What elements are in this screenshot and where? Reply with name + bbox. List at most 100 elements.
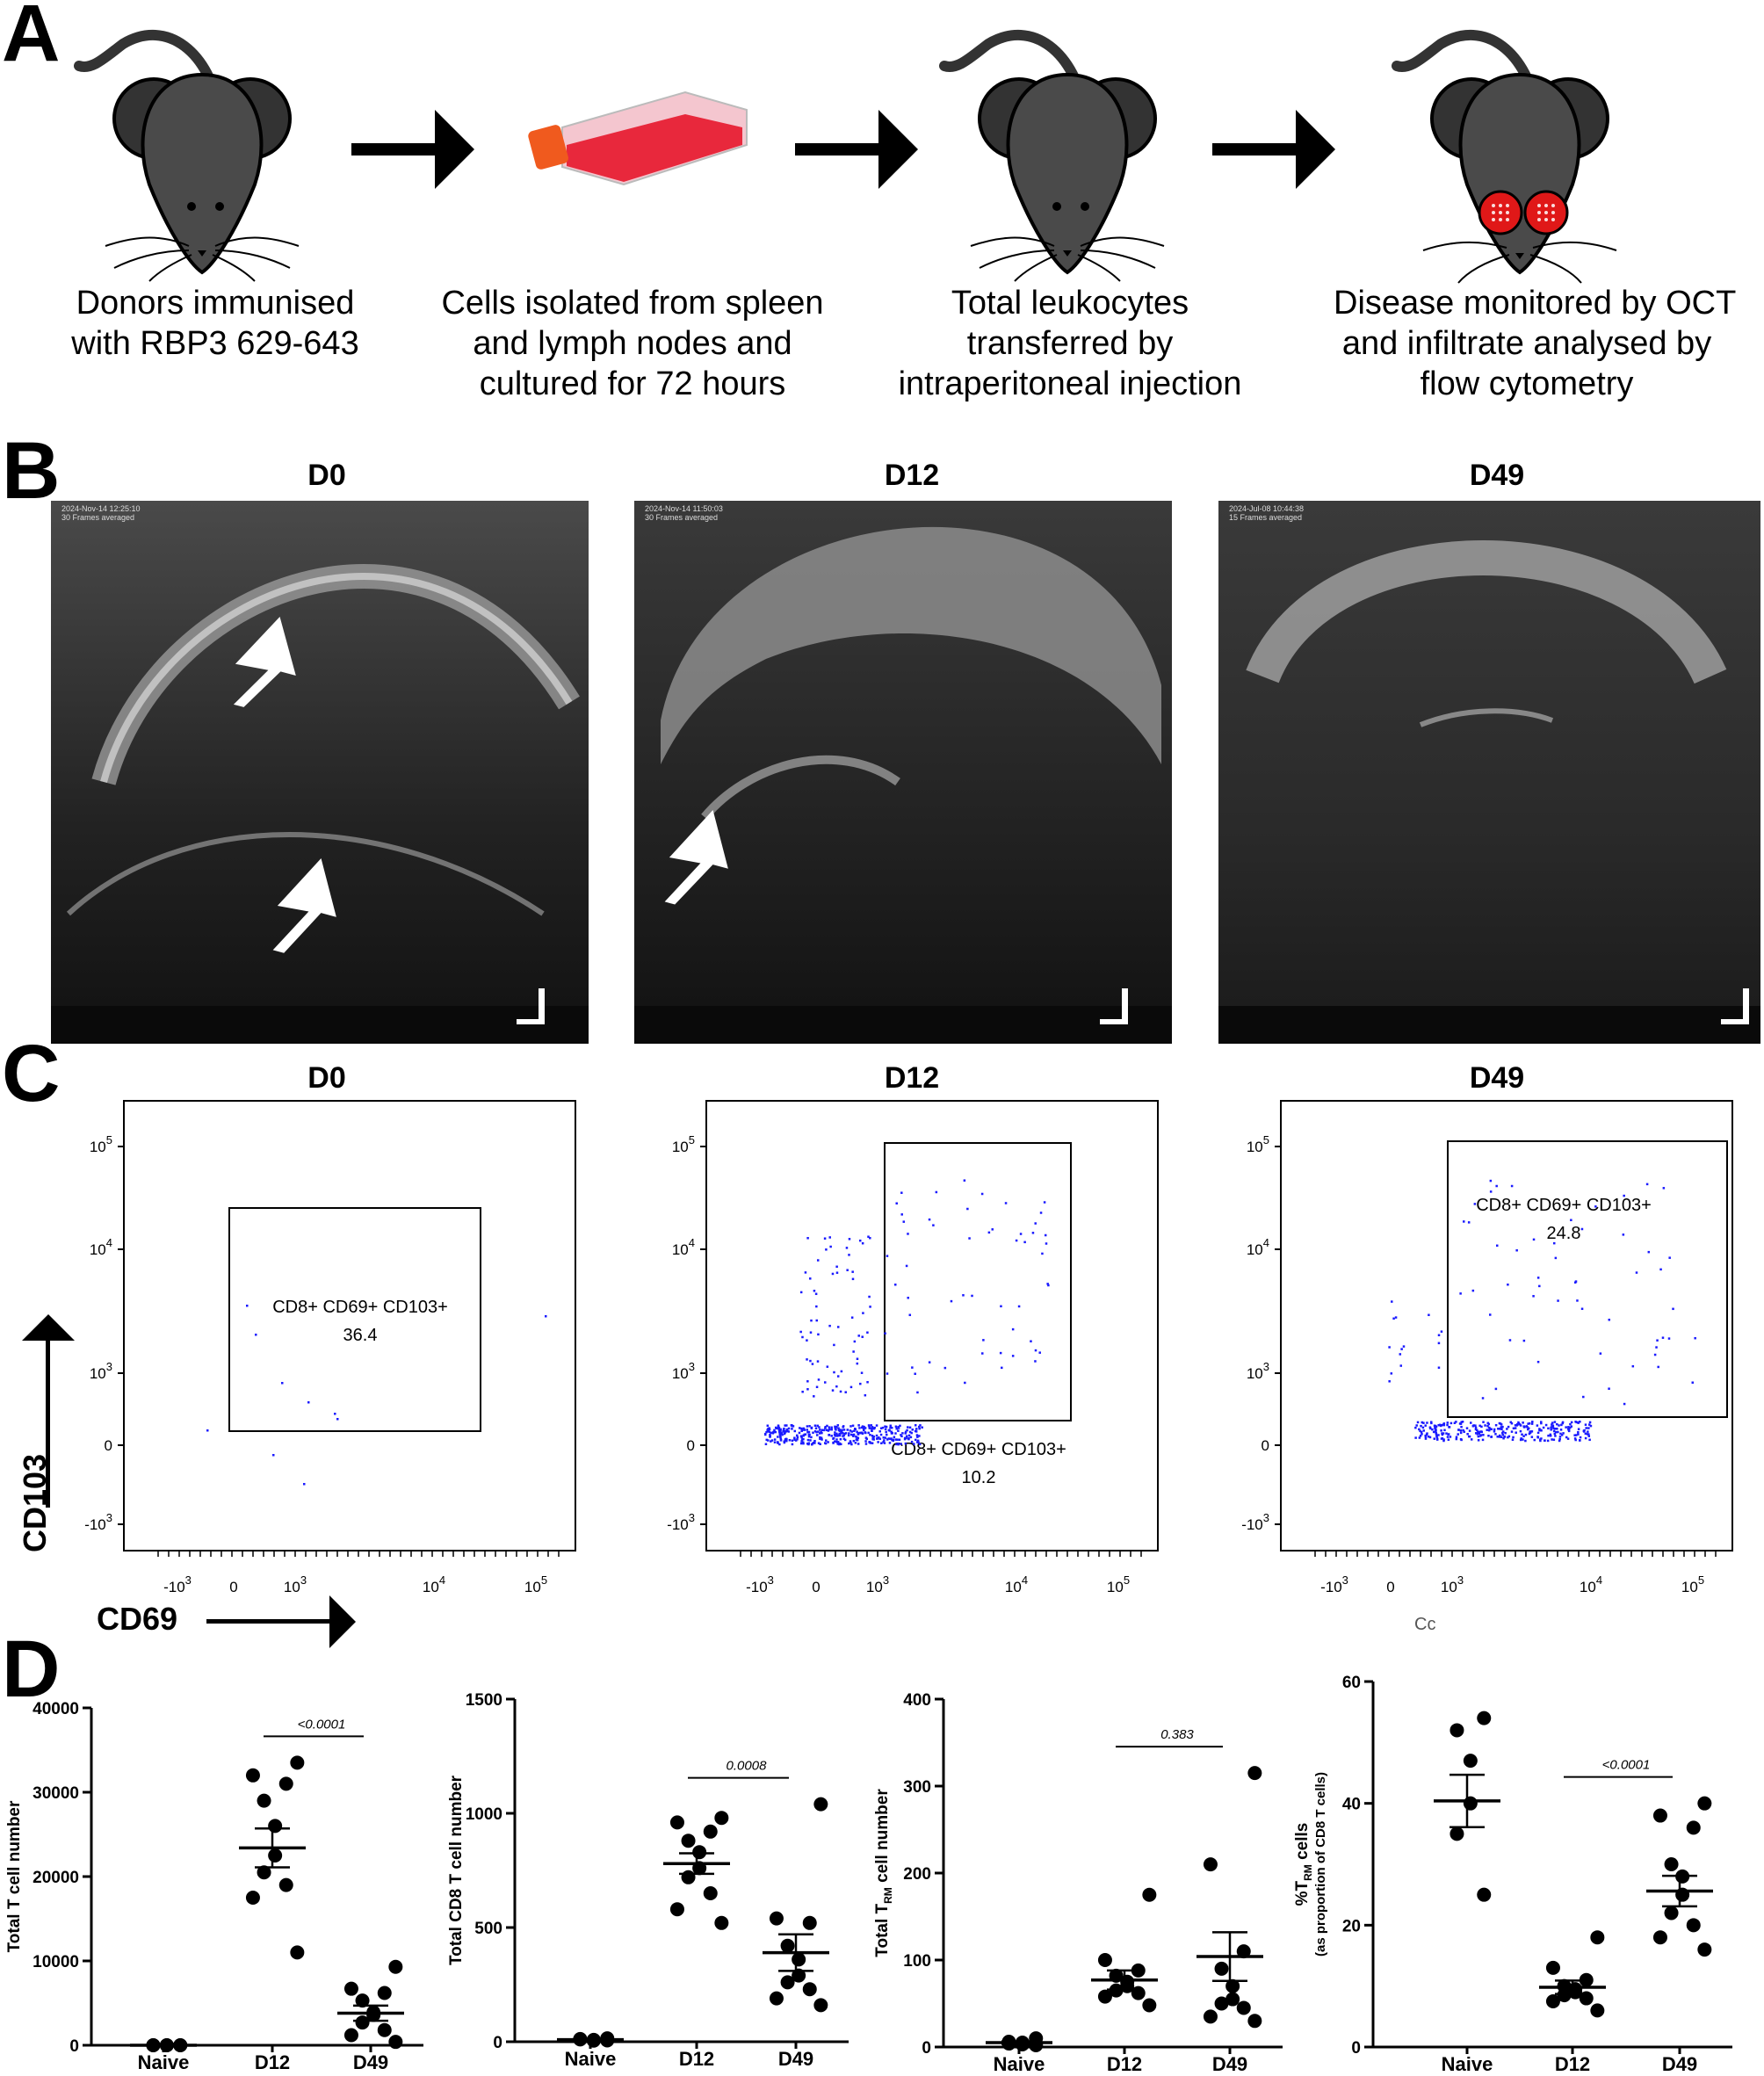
y-tick-label: 500 (474, 1920, 502, 1938)
data-point (703, 1886, 718, 1900)
category-label: D12 (255, 2051, 290, 2073)
data-point (1463, 1754, 1478, 1769)
data-point (388, 2035, 403, 2050)
data-point (1236, 2000, 1251, 2015)
data-point (1545, 1994, 1560, 2008)
flow-title-d0: D0 (307, 1061, 346, 1095)
y-axis-label: Total TRM cell number (873, 1789, 894, 1957)
y-tick-label: 200 (903, 1865, 931, 1884)
data-point (769, 1991, 784, 2006)
data-point (1590, 2003, 1605, 2018)
step-caption-1: Donors immunised with RBP3 629-643 (71, 285, 359, 362)
data-point (290, 1755, 305, 1770)
data-point (355, 2015, 370, 2030)
stray-axis-text: Cc (1414, 1615, 1436, 1634)
data-point (714, 1915, 729, 1930)
oct-image-d0: 2024-Nov-14 12:25:10 30 Frames averaged (51, 501, 589, 1044)
category-label: Naive (994, 2053, 1045, 2075)
category-label: Naive (1442, 2053, 1493, 2075)
oct-timestamp: 2024-Nov-14 11:50:03 30 Frames averaged (645, 504, 723, 522)
data-point (769, 1911, 784, 1926)
y-axis-label-text: %TRM cells (1293, 1823, 1314, 1906)
data-point (692, 1845, 707, 1860)
data-point (268, 1848, 283, 1863)
data-point (1142, 1998, 1157, 2013)
data-point (669, 1902, 684, 1917)
p-value-label: <0.0001 (1602, 1758, 1651, 1773)
data-point (1450, 1723, 1464, 1738)
data-point (1664, 1906, 1679, 1920)
data-point (377, 2022, 392, 2037)
data-point (1247, 1766, 1262, 1781)
oct-image-d12: 2024-Nov-14 11:50:03 30 Frames averaged (634, 501, 1172, 1044)
y-axis-label-text: Total T cell number (5, 1800, 24, 1952)
data-point (1477, 1887, 1492, 1902)
data-point (681, 1870, 696, 1884)
oct-title-d12: D12 (884, 459, 940, 492)
data-point (1697, 1796, 1712, 1811)
data-point (245, 1891, 260, 1905)
y-axis-label-text: Total CD8 T cell number (447, 1775, 466, 1965)
data-point (343, 2028, 358, 2043)
flow-plot-d49 (1280, 1100, 1733, 1552)
p-value-label: 0.383 (1160, 1727, 1194, 1742)
data-point (813, 1797, 828, 1812)
y-axis-sublabel: (as proportion of CD8 T cells) (1313, 1772, 1328, 1957)
data-point (1686, 1918, 1701, 1933)
data-point (268, 1819, 283, 1834)
oct-image-d49: 2024-Jul-08 10:44:38 15 Frames averaged (1218, 501, 1760, 1044)
category-label: D12 (1107, 2053, 1142, 2075)
gate-label-d12: CD8+ CD69+ CD103+ 10.2 (891, 1440, 1066, 1487)
data-point (1664, 1857, 1679, 1871)
category-label: Naive (138, 2051, 190, 2073)
y-tick-label: 60 (1342, 1674, 1361, 1692)
data-point (1450, 1826, 1464, 1841)
data-point (1557, 1988, 1572, 2003)
y-tick-label: 0 (69, 2037, 79, 2056)
data-point (780, 1975, 795, 1990)
data-point (1477, 1711, 1492, 1725)
gate-box-d49 (1447, 1140, 1728, 1418)
y-tick-label: 1000 (466, 1805, 502, 1824)
panel-letter-b: B (2, 426, 61, 516)
category-label: D49 (1662, 2053, 1697, 2075)
data-point (802, 1915, 817, 1930)
y-tick-label: 0 (493, 2034, 502, 2052)
data-point (1652, 1930, 1667, 1945)
arrow-right-icon (795, 110, 918, 189)
y-tick-label: 0 (1351, 2039, 1361, 2058)
gate-box-d0 (228, 1207, 481, 1432)
oct-timestamp: 2024-Jul-08 10:44:38 15 Frames averaged (1229, 504, 1305, 522)
oct-timestamp: 2024-Nov-14 12:25:10 30 Frames averaged (61, 504, 141, 522)
data-point (1142, 1887, 1157, 1902)
y-tick-label: 0 (922, 2039, 931, 2058)
p-value-label: 0.0008 (727, 1759, 768, 1774)
y-tick-label: 20 (1342, 1917, 1361, 1935)
data-point (1203, 1857, 1218, 1872)
oct-title-d49: D49 (1469, 459, 1525, 492)
data-point (377, 1986, 392, 2000)
y-axis-label-text: Total TRM cell number (873, 1789, 894, 1957)
x-axis-arrow-icon (206, 1595, 356, 1648)
gate-box-d12 (884, 1142, 1072, 1421)
p-value-label: <0.0001 (298, 1717, 346, 1732)
y-tick-label: 10000 (33, 1953, 79, 1971)
data-point (1225, 1978, 1240, 1993)
data-point (714, 1811, 729, 1826)
flow-title-d12: D12 (884, 1061, 940, 1095)
y-tick-label: 40 (1342, 1796, 1361, 1814)
mouse-icon (74, 29, 300, 282)
data-point (1697, 1942, 1712, 1957)
oct-title-d0: D0 (307, 459, 346, 492)
data-point (1236, 1944, 1251, 1959)
data-point (278, 1877, 293, 1892)
y-axis-label: Total CD8 T cell number (447, 1775, 466, 1965)
data-point (813, 1998, 828, 2013)
data-point (1652, 1808, 1667, 1823)
data-point (802, 1982, 817, 1997)
data-point (1545, 1960, 1560, 1975)
data-point (245, 1768, 260, 1783)
arrow-right-icon (1212, 110, 1335, 189)
data-point (1131, 1986, 1146, 2000)
